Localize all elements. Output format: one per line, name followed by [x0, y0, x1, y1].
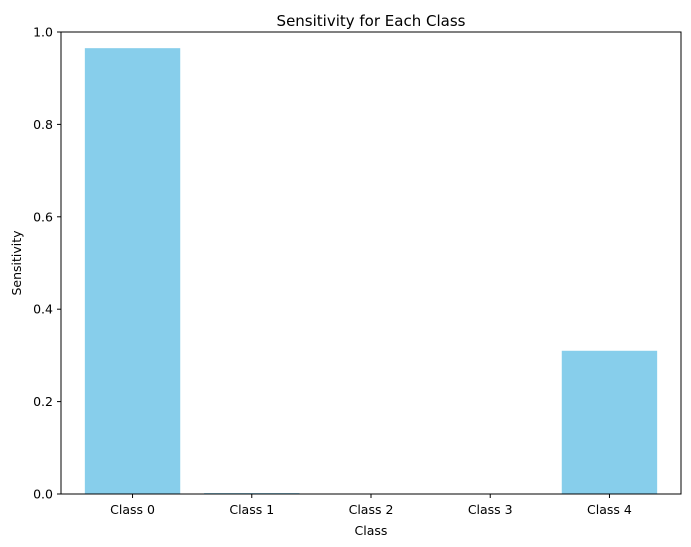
- x-tick-label: Class 3: [468, 502, 513, 517]
- x-tick-label: Class 4: [587, 502, 632, 517]
- x-tick-label: Class 2: [349, 502, 394, 517]
- y-axis-ticks: 0.0 0.2 0.4 0.6 0.8 1.0: [33, 25, 61, 502]
- x-axis-ticks: Class 0 Class 1 Class 2 Class 3 Class 4: [110, 494, 632, 517]
- y-tick-label: 1.0: [33, 25, 53, 40]
- chart-title: Sensitivity for Each Class: [277, 12, 466, 30]
- x-tick-label: Class 1: [229, 502, 274, 517]
- y-tick-label: 0.0: [33, 487, 53, 502]
- x-axis-label: Class: [355, 523, 388, 538]
- bars-group: [84, 48, 658, 495]
- y-tick-label: 0.2: [33, 394, 53, 409]
- bar-class-0: [84, 48, 181, 495]
- x-tick-label: Class 0: [110, 502, 155, 517]
- y-tick-label: 0.6: [33, 209, 53, 224]
- bar-class-4: [561, 350, 658, 494]
- plot-frame: [60, 31, 682, 495]
- y-tick-label: 0.4: [33, 302, 53, 317]
- y-tick-label: 0.8: [33, 117, 53, 132]
- y-axis-label: Sensitivity: [9, 230, 24, 296]
